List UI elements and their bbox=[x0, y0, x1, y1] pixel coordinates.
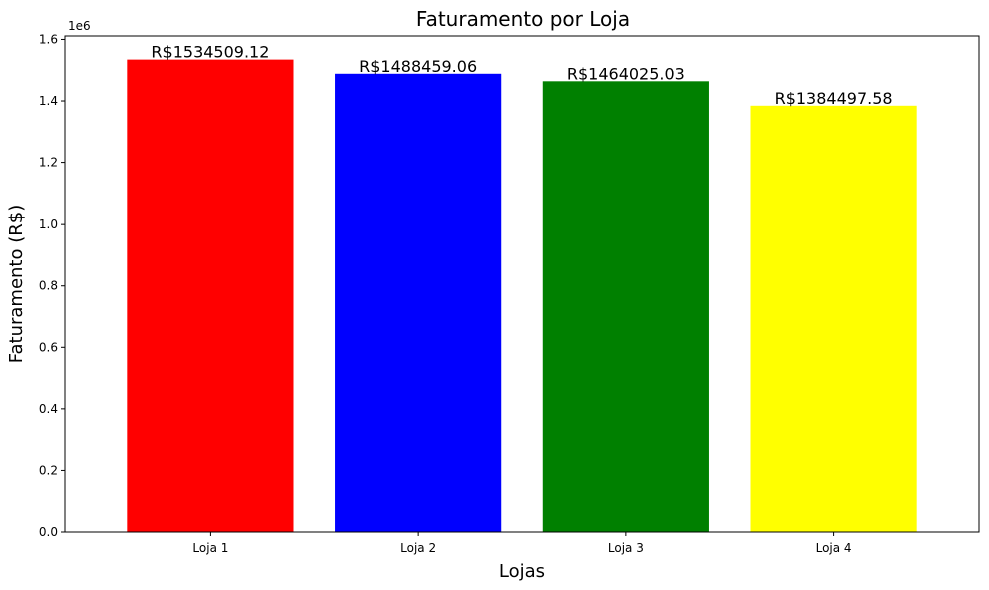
bar-2 bbox=[335, 73, 502, 532]
x-axis: Loja 1 Loja 2 Loja 3 Loja 4 bbox=[192, 532, 852, 555]
y-tick-label-3: 0.6 bbox=[39, 340, 58, 354]
y-tick-label-1: 0.2 bbox=[39, 463, 58, 477]
data-label-3: R$1464025.03 bbox=[567, 64, 685, 83]
x-tick-label-3: Loja 3 bbox=[608, 541, 644, 555]
x-axis-title: Lojas bbox=[499, 561, 545, 582]
x-tick-label-4: Loja 4 bbox=[816, 541, 852, 555]
bar-4 bbox=[750, 105, 917, 532]
bar-3 bbox=[542, 81, 709, 532]
x-tick-label-1: Loja 1 bbox=[192, 541, 228, 555]
y-tick-label-5: 1.0 bbox=[39, 217, 58, 231]
y-tick-label-4: 0.8 bbox=[39, 279, 58, 293]
y-axis: 0.0 0.2 0.4 0.6 0.8 1.0 1.2 1.4 1.6 bbox=[39, 32, 65, 539]
data-label-2: R$1488459.06 bbox=[359, 57, 477, 76]
y-tick-label-7: 1.4 bbox=[39, 94, 58, 108]
data-labels-layer: R$1534509.12 R$1488459.06 R$1464025.03 R$13… bbox=[151, 43, 892, 108]
y-tick-label-2: 0.4 bbox=[39, 402, 58, 416]
y-axis-title: Faturamento (R$) bbox=[6, 205, 27, 363]
bars-layer bbox=[127, 59, 917, 532]
y-tick-label-6: 1.2 bbox=[39, 156, 58, 170]
data-label-1: R$1534509.12 bbox=[151, 43, 269, 62]
y-scale-label: 1e6 bbox=[68, 19, 91, 33]
plot-frame bbox=[64, 35, 980, 533]
x-tick-label-2: Loja 2 bbox=[400, 541, 436, 555]
chart-title: Faturamento por Loja bbox=[416, 7, 630, 31]
y-tick-label-8: 1.6 bbox=[39, 32, 58, 46]
bar-1 bbox=[127, 59, 294, 532]
y-tick-label-0: 0.0 bbox=[39, 525, 58, 539]
data-label-4: R$1384497.58 bbox=[775, 89, 893, 108]
